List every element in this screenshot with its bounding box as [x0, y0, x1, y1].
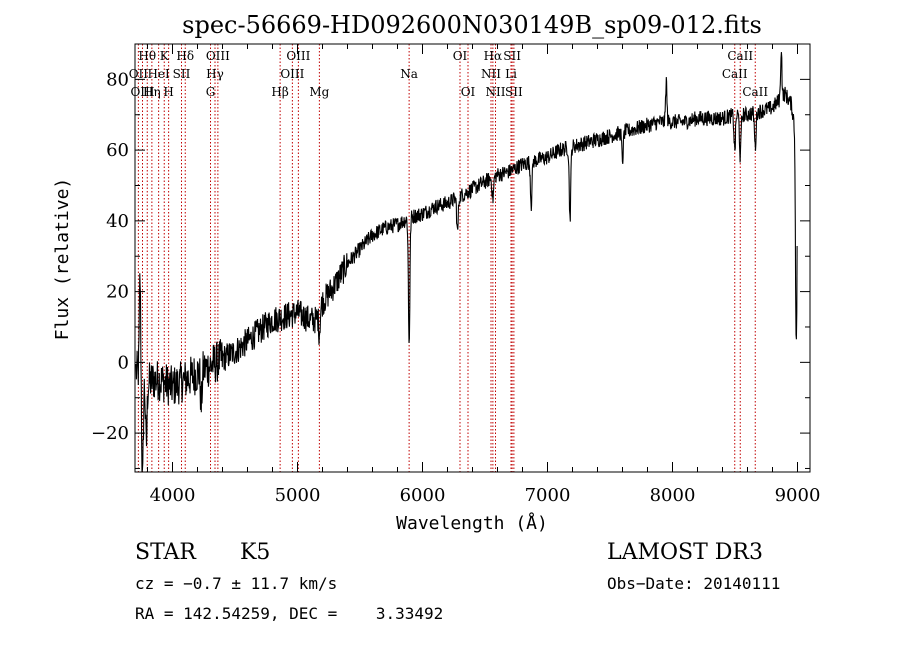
x-tick-label: 7000	[525, 485, 571, 506]
object-subclass: K5	[240, 540, 271, 565]
line-label-22: SII	[503, 49, 521, 63]
y-tick-label: 80	[106, 69, 129, 90]
x-tick-label: 8000	[650, 485, 696, 506]
emission-line-markers	[137, 44, 756, 472]
line-label-25: CaII	[727, 49, 753, 63]
line-label-23: Li	[505, 67, 517, 81]
line-label-18: OI	[461, 85, 476, 99]
line-label-21: NII	[486, 85, 506, 99]
line-label-17: OI	[453, 49, 468, 63]
x-tick-label: 4000	[150, 485, 196, 506]
line-label-14: Hβ	[271, 85, 288, 99]
line-label-26: CaII	[722, 67, 748, 81]
object-class: STAR	[135, 540, 196, 565]
line-label-24: SII	[505, 85, 523, 99]
line-label-4: HeI	[147, 67, 170, 81]
y-tick-label: 40	[106, 211, 129, 232]
line-label-11: G	[206, 85, 216, 99]
obs-date-text: Obs−Date: 20140111	[607, 574, 781, 593]
line-label-15: Mg	[309, 85, 329, 99]
line-label-13: OIII	[280, 67, 304, 81]
y-tick-label: −20	[91, 423, 129, 444]
y-tick-label: 20	[106, 282, 129, 303]
coordinates-text: RA = 142.54259, DEC = 3.33492	[135, 604, 444, 623]
redshift-text: cz = −0.7 ± 11.7 km/s	[135, 574, 338, 593]
line-label-9: OIII	[206, 49, 230, 63]
chart-title: spec-56669-HD092600N030149B_sp09-012.fit…	[182, 11, 762, 39]
line-label-6: Hδ	[176, 49, 194, 63]
survey-label: LAMOST DR3	[607, 540, 763, 565]
line-label-2: OIII	[130, 85, 154, 99]
x-axis-label: Wavelength (Å)	[396, 512, 548, 534]
y-axis: −20 0 20 40 60 80	[91, 43, 810, 469]
line-label-0: Hθ	[138, 49, 156, 63]
line-label-5: Hη	[143, 85, 161, 99]
spectrum-line	[135, 52, 798, 473]
line-label-10: Hγ	[206, 67, 224, 81]
line-label-7: SII	[173, 67, 191, 81]
line-label-3: K	[160, 49, 170, 63]
line-label-20: NII	[481, 67, 501, 81]
plot-frame	[134, 43, 811, 473]
y-axis-label: Flux (relative)	[52, 178, 73, 341]
x-axis: 4000 5000 6000 7000 8000 9000	[147, 44, 821, 506]
y-tick-label: 0	[118, 352, 129, 373]
line-label-27: CaII	[742, 85, 768, 99]
line-label-1: OII	[129, 67, 149, 81]
line-label-12: OIII	[286, 49, 310, 63]
x-tick-label: 6000	[400, 485, 446, 506]
y-tick-label: 60	[106, 140, 129, 161]
line-label-16: Na	[400, 67, 418, 81]
line-label-19: Hα	[484, 49, 503, 63]
line-label-8: H	[163, 85, 173, 99]
x-tick-label: 9000	[775, 485, 821, 506]
x-tick-label: 5000	[275, 485, 321, 506]
